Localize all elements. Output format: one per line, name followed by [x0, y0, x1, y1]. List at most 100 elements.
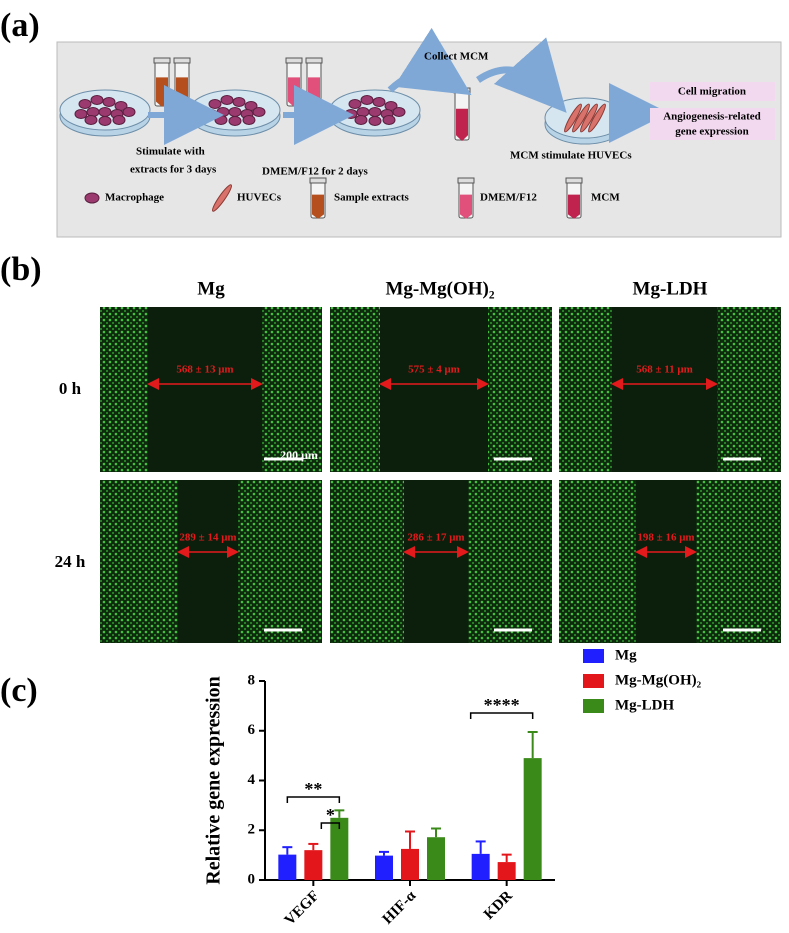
output-box — [650, 108, 775, 140]
column-label: Mg-LDH — [633, 278, 708, 299]
legend-label: Mg-LDH — [615, 697, 674, 713]
step-label: Stimulate with — [136, 146, 205, 158]
panel-label: (a) — [0, 7, 40, 44]
legend-label: MCM — [591, 192, 620, 204]
process-arrow — [387, 27, 472, 96]
bar — [330, 817, 349, 880]
macrophage-icon — [372, 97, 386, 107]
macrophage-icon — [74, 109, 88, 119]
macrophage-icon — [392, 107, 406, 117]
significance-bracket — [286, 796, 341, 803]
macrophage-icon — [220, 95, 234, 105]
y-tick-label: 2 — [248, 822, 256, 838]
dmem-tube-cap — [305, 57, 323, 64]
cell-region — [559, 480, 636, 643]
x-tick-label: VEGF — [282, 888, 323, 929]
macrophage-icon — [344, 109, 358, 119]
legend-swatch — [583, 649, 604, 663]
macrophage-icon — [252, 107, 266, 117]
legend-label: Mg — [615, 647, 637, 663]
y-tick-label: 6 — [248, 722, 256, 738]
bar — [278, 854, 297, 880]
macrophage-icon — [204, 109, 218, 119]
significance-bracket — [469, 712, 534, 719]
step-label: extracts for 3 days — [130, 164, 217, 176]
cell-region — [330, 307, 380, 472]
huvec-icon — [572, 103, 590, 133]
column-label: Mg-Mg(OH)₂ — [385, 278, 494, 299]
sample-tube-cap — [173, 57, 191, 64]
macrophage-icon — [122, 107, 136, 117]
macrophage-icon — [98, 107, 112, 117]
macrophage-icon — [84, 115, 98, 125]
macrophage-icon — [232, 97, 246, 107]
cell-region — [468, 480, 552, 643]
panel-label: (b) — [0, 251, 42, 288]
dmem-tube-liquid — [308, 77, 320, 107]
mcm-tube-cap — [453, 87, 471, 94]
sample-tube-liquid — [176, 77, 188, 107]
significance-bracket — [320, 822, 341, 829]
significance-label: * — [326, 805, 335, 825]
cell-region — [100, 480, 178, 643]
macrophage-icon — [382, 115, 396, 125]
legend-label: DMEM/F12 — [480, 192, 537, 204]
bar — [375, 855, 393, 880]
macrophage-icon — [102, 97, 116, 107]
x-tick-label: HIF-α — [380, 888, 420, 928]
macrophage-icon — [98, 116, 112, 126]
sample-tube-liquid — [312, 194, 324, 219]
cell-region — [238, 480, 322, 643]
row-label: 24 h — [55, 552, 86, 571]
bar — [427, 837, 445, 880]
mcm-tube-liquid — [568, 194, 580, 219]
legend-swatch — [583, 674, 604, 688]
macrophage-icon — [360, 95, 374, 105]
output-label: Angiogenesis-related — [663, 111, 761, 123]
macrophage-icon — [348, 99, 362, 109]
process-arrow — [476, 37, 567, 113]
macrophage-icon — [84, 192, 100, 204]
cell-region — [100, 307, 148, 472]
huvec-icon — [588, 103, 606, 133]
legend-label: HUVECs — [237, 192, 282, 204]
macrophage-icon — [214, 115, 228, 125]
huvec-icon — [211, 184, 233, 212]
mcm-tube-cap — [565, 177, 583, 184]
macrophage-icon — [90, 95, 104, 105]
row-label: 0 h — [59, 379, 82, 398]
y-axis-label: Relative gene expression — [203, 676, 225, 885]
dmem-tube-cap — [285, 57, 303, 64]
x-tick-label: KDR — [481, 888, 516, 923]
cell-region — [696, 480, 781, 643]
macrophage-icon — [228, 107, 242, 117]
bar — [471, 853, 490, 880]
sample-tube-liquid — [156, 77, 168, 107]
bar — [401, 848, 419, 880]
macrophage-icon — [368, 107, 382, 117]
width-label: 289 ± 14 μm — [179, 532, 236, 544]
panel-label: (c) — [0, 672, 38, 709]
width-label: 198 ± 16 μm — [637, 532, 694, 544]
sample-tube-cap — [309, 177, 327, 184]
cell-region — [488, 307, 552, 472]
bar — [497, 862, 516, 880]
step-label: MCM stimulate HUVECs — [510, 150, 632, 162]
dmem-tube-liquid — [288, 77, 300, 107]
y-tick-label: 8 — [248, 672, 256, 688]
mcm-tube-liquid — [456, 108, 468, 141]
legend-label: Mg-Mg(OH)₂ — [615, 672, 702, 688]
huvec-icon — [580, 103, 598, 133]
step-label: Collect MCM — [424, 51, 489, 63]
output-label: gene expression — [675, 126, 748, 138]
legend-label: Macrophage — [105, 192, 164, 204]
y-tick-label: 4 — [248, 772, 256, 788]
huvec-icon — [564, 103, 582, 133]
step-label: DMEM/F12 for 2 days — [262, 166, 369, 178]
cell-region — [717, 307, 781, 472]
macrophage-icon — [208, 99, 222, 109]
cell-region — [330, 480, 404, 643]
scale-bar-label: 200 μm — [280, 448, 318, 462]
macrophage-icon — [242, 115, 256, 125]
